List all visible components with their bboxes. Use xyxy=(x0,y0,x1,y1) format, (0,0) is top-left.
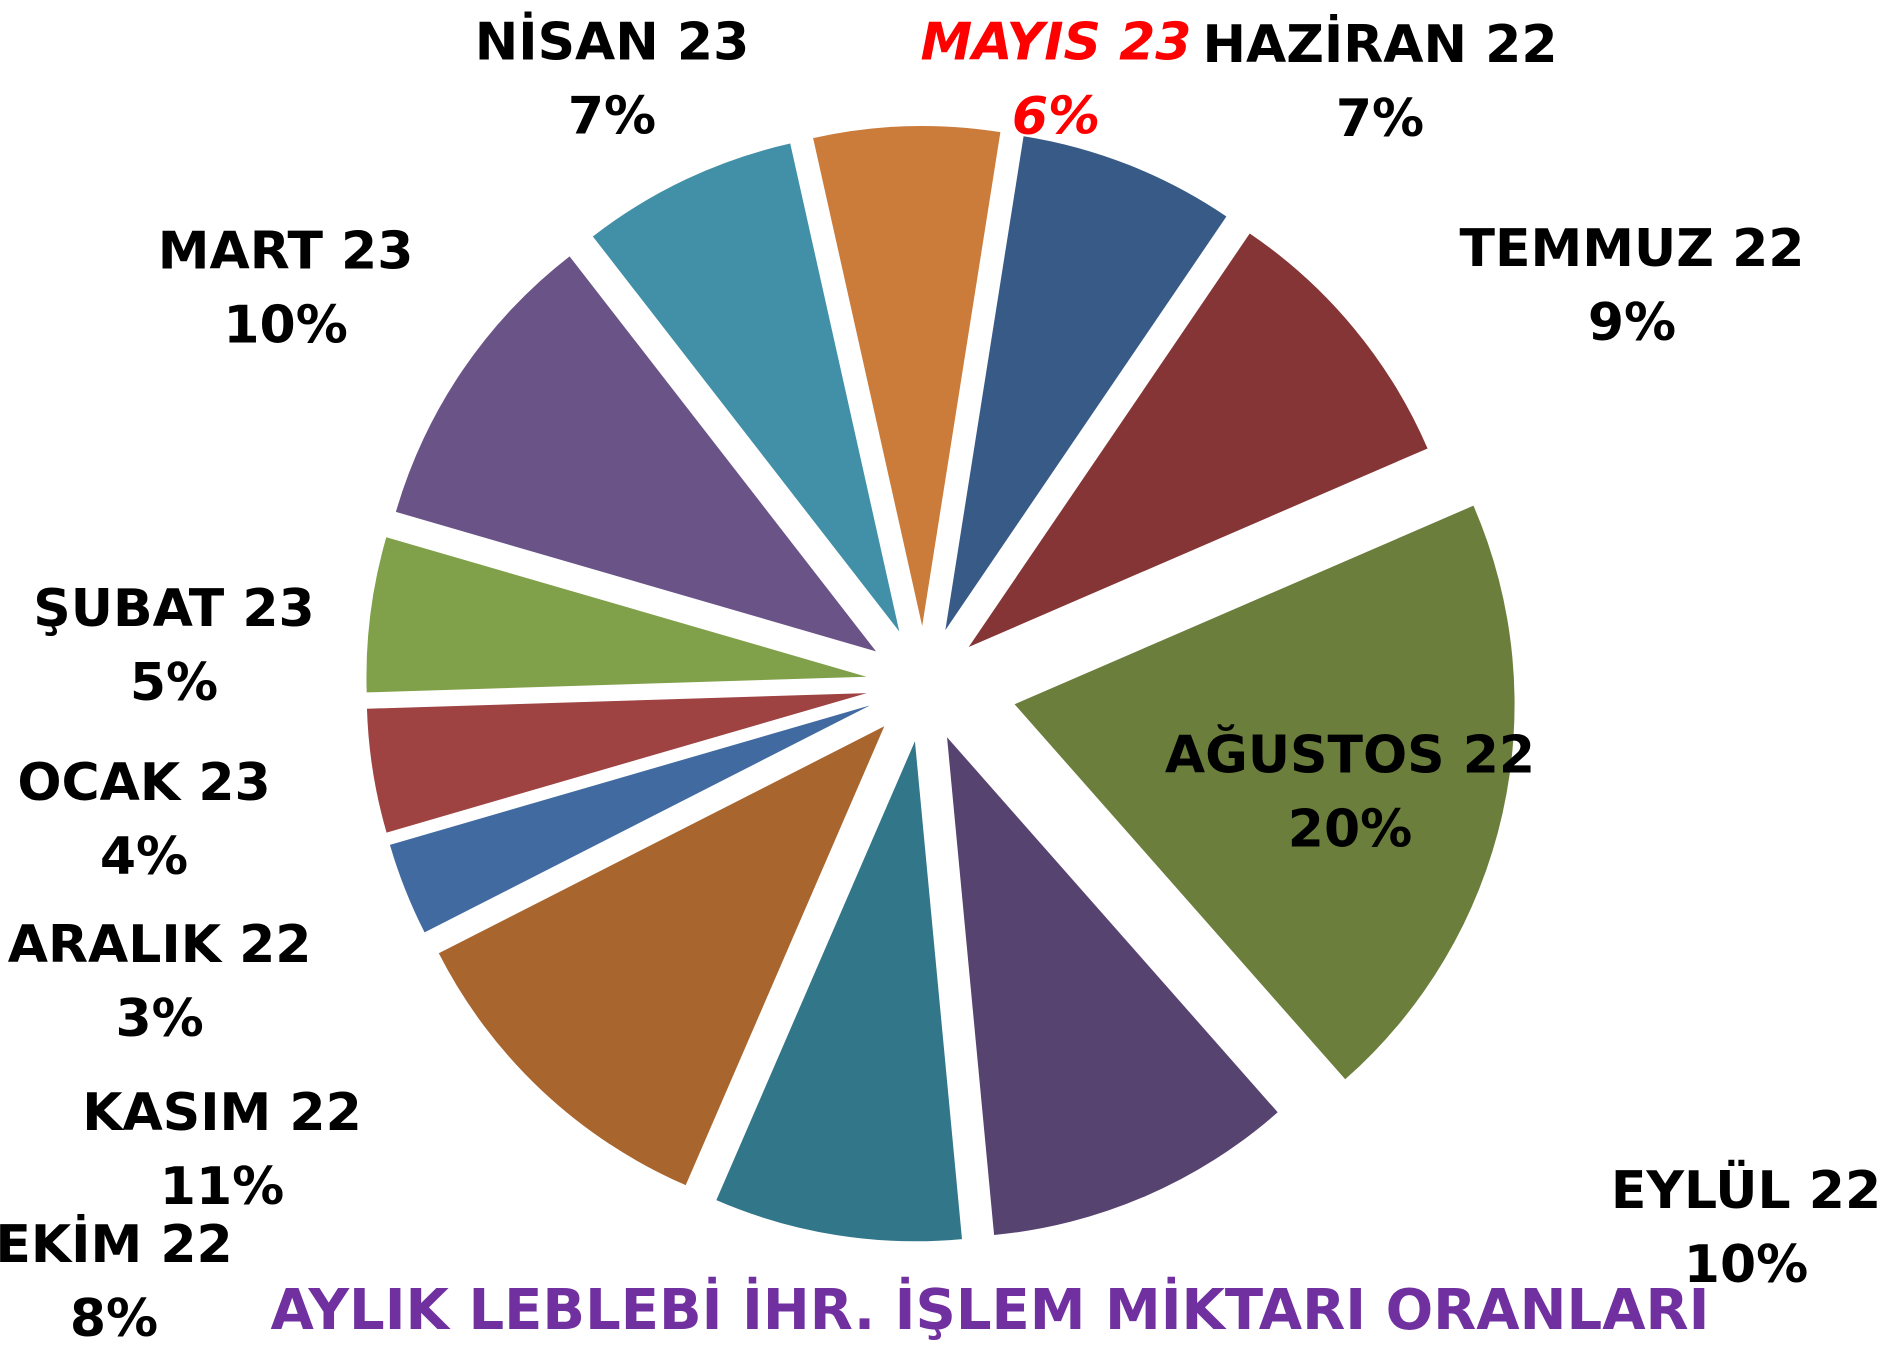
slice-label: TEMMUZ 22 xyxy=(1460,219,1805,279)
slice-value-label: 9% xyxy=(1588,293,1676,353)
pie-slice xyxy=(438,726,885,1186)
pie-slice xyxy=(1014,505,1515,1080)
chart-title: AYLIK LEBLEBİ İHR. İŞLEM MİKTARI ORANLAR… xyxy=(271,1278,1710,1343)
slice-value-label: 20% xyxy=(1288,799,1412,859)
pie-slice xyxy=(389,705,871,933)
slice-value-label: 11% xyxy=(160,1157,284,1217)
pie-slice xyxy=(395,256,877,652)
pie-slice xyxy=(366,537,867,693)
slice-label: AĞUSTOS 22 xyxy=(1165,723,1535,785)
pie-slice xyxy=(813,126,1001,627)
slice-value-label: 10% xyxy=(223,295,347,355)
slice-value-label: 3% xyxy=(115,989,203,1049)
pie-slice xyxy=(366,693,867,833)
slice-value-label: 8% xyxy=(70,1289,158,1349)
slice-value-label: 7% xyxy=(568,87,656,147)
pie-slice xyxy=(945,136,1227,631)
slice-value-label: 4% xyxy=(100,827,188,887)
pie-slice xyxy=(968,233,1428,648)
slice-label: EKİM 22 xyxy=(0,1214,233,1275)
slice-label: KASIM 22 xyxy=(82,1083,362,1143)
slice-label: EYLÜL 22 xyxy=(1611,1159,1881,1221)
slice-label: MAYIS 23 xyxy=(921,13,1192,73)
slice-label: OCAK 23 xyxy=(17,753,270,813)
slice-value-label: 6% xyxy=(1012,87,1100,147)
slice-value-label: 7% xyxy=(1336,89,1424,149)
slice-label: MART 23 xyxy=(158,221,414,281)
slice-value-label: 5% xyxy=(130,653,218,713)
pie-slice xyxy=(592,143,900,632)
slice-value-label: 10% xyxy=(1684,1235,1808,1295)
slice-label: NİSAN 23 xyxy=(475,12,750,73)
slice-label: HAZİRAN 22 xyxy=(1202,14,1557,75)
pie-slice xyxy=(947,737,1278,1236)
slice-label: ARALIK 22 xyxy=(8,915,312,975)
pie-slice xyxy=(716,741,962,1242)
slice-label: ŞUBAT 23 xyxy=(33,579,314,639)
